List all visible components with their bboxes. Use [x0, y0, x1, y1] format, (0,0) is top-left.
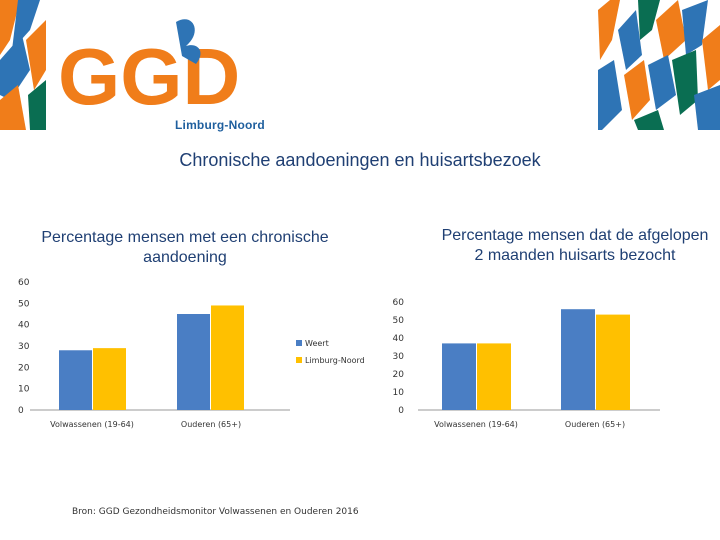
category-label-left: Ouderen (65+): [181, 420, 241, 429]
bar-left-weert-ouderen: [177, 314, 210, 410]
logo-subtitle: Limburg-Noord: [175, 118, 265, 132]
y-tick-left: 10: [18, 385, 30, 395]
y-tick-right: 0: [398, 406, 404, 416]
chart-title-right: Percentage mensen dat de afgelopen 2 maa…: [441, 227, 709, 264]
chart-right: 0 10 20 30 40 50 60 Volwassenen (19-64) …: [393, 298, 660, 429]
bar-left-limburg-volwassenen: [93, 348, 126, 410]
decorative-pattern-left: [0, 0, 46, 130]
legend-label-weert: Weert: [305, 339, 329, 348]
chart-title-left: Percentage mensen met een chronische aan…: [41, 229, 329, 266]
y-tick-left: 50: [18, 299, 30, 309]
y-tick-left: 60: [18, 278, 30, 288]
bar-right-limburg-ouderen: [596, 314, 630, 410]
category-label-right: Ouderen (65+): [565, 420, 625, 429]
source-note: Bron: GGD Gezondheidsmonitor Volwassenen…: [72, 507, 359, 517]
legend-swatch-limburg: [296, 357, 302, 363]
y-tick-right: 40: [393, 334, 405, 344]
y-tick-left: 40: [18, 321, 30, 331]
y-tick-right: 10: [393, 388, 405, 398]
legend-swatch-weert: [296, 340, 302, 346]
bar-right-limburg-volwassenen: [477, 343, 511, 410]
y-tick-right: 60: [393, 298, 405, 308]
bar-left-limburg-ouderen: [211, 305, 244, 410]
y-tick-right: 20: [393, 370, 405, 380]
y-tick-left: 0: [18, 406, 24, 416]
decorative-pattern-right: [598, 0, 720, 130]
legend-label-limburg: Limburg-Noord: [305, 356, 365, 365]
page-title: Chronische aandoeningen en huisartsbezoe…: [179, 150, 541, 170]
y-tick-left: 20: [18, 363, 30, 373]
bar-right-weert-volwassenen: [442, 343, 476, 410]
bar-left-weert-volwassenen: [59, 350, 92, 410]
chart-left: 0 10 20 30 40 50 60 Volwassenen (19-64) …: [18, 278, 365, 429]
bar-right-weert-ouderen: [561, 309, 595, 410]
logo-text: GGD: [58, 32, 238, 121]
y-tick-right: 30: [393, 352, 405, 362]
ggd-logo: GGD: [58, 19, 238, 121]
y-tick-right: 50: [393, 316, 405, 326]
logo-flame-icon: [176, 19, 201, 64]
y-tick-left: 30: [18, 342, 30, 352]
category-label-left: Volwassenen (19-64): [50, 420, 134, 429]
category-label-right: Volwassenen (19-64): [434, 420, 518, 429]
